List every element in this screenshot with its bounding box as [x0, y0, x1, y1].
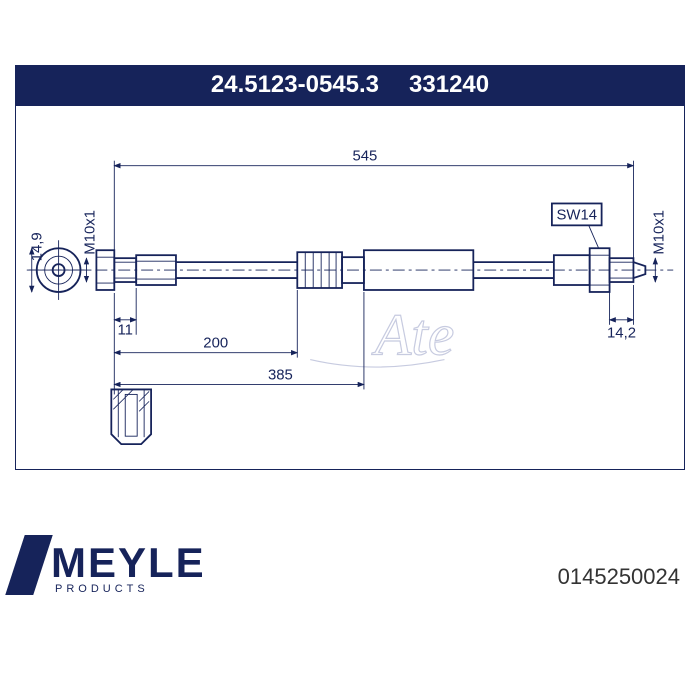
- dim-total: 545: [352, 149, 377, 165]
- logo-slash-icon: [5, 535, 52, 595]
- thread-right: M10x1: [651, 210, 667, 255]
- dim-200: 200: [203, 336, 228, 352]
- dim-11: 11: [117, 323, 132, 339]
- footer-code: 0145250024: [558, 564, 680, 590]
- watermark-logo: Ate: [371, 302, 455, 368]
- thread-left: M10x1: [82, 210, 98, 255]
- dim-14-2: 14,2: [607, 326, 636, 342]
- aux-fitting: [111, 389, 151, 444]
- brand-logo: MEYLE PRODUCTS: [15, 535, 206, 595]
- part-number: 24.5123-0545.3: [211, 71, 379, 99]
- dim-385: 385: [268, 367, 293, 383]
- technical-drawing: Ate: [15, 105, 685, 470]
- ref-number: 331240: [409, 71, 489, 99]
- hex-size: SW14: [556, 207, 597, 223]
- header-bar: 24.5123-0545.3 331240: [15, 65, 685, 105]
- brand-name: MEYLE: [51, 542, 206, 584]
- dim-h-left: 14,9: [30, 232, 46, 261]
